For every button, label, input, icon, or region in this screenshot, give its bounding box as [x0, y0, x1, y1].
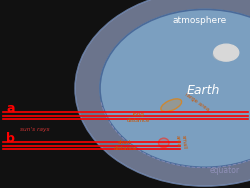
Ellipse shape	[214, 44, 239, 61]
Ellipse shape	[158, 138, 169, 148]
Text: large area: large area	[184, 92, 210, 113]
Circle shape	[100, 9, 250, 167]
Ellipse shape	[161, 99, 182, 112]
Text: small
area: small area	[175, 134, 186, 149]
Ellipse shape	[213, 48, 234, 61]
Circle shape	[75, 0, 250, 186]
Text: a: a	[6, 102, 15, 115]
Text: b: b	[6, 132, 15, 145]
Text: long
distance: long distance	[127, 112, 150, 123]
Text: Earth: Earth	[187, 84, 220, 97]
Text: sun's rays: sun's rays	[20, 127, 50, 132]
Text: atmosphere: atmosphere	[173, 16, 227, 25]
Text: short
distance: short distance	[113, 140, 137, 151]
Text: equator: equator	[210, 166, 240, 175]
